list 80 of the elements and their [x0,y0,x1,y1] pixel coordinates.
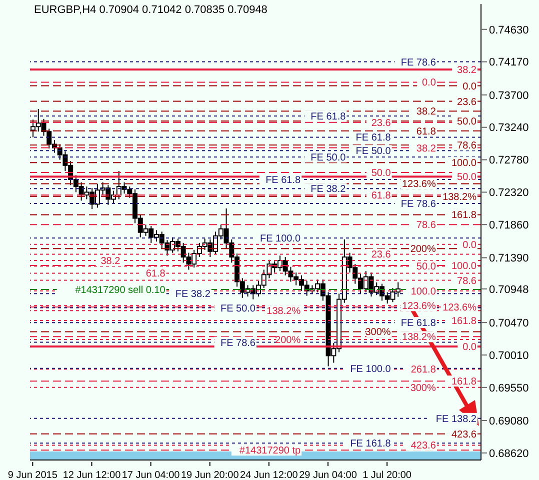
x-tick-label: 24 Jun 12:00 [240,470,298,480]
annotation: 61.8 [416,126,436,138]
y-tick-label: 0.71860 [489,220,529,232]
annotation: 38.2 [457,65,477,76]
annotation: 78.6 [457,276,477,287]
annotation: 161.8 [451,316,477,327]
annotation: 100.0 [410,286,436,298]
y-tick-label: 0.69550 [489,382,529,394]
annotation: FE 78.6 [400,198,436,210]
y-tick-label: 0.71390 [489,252,529,265]
annotation: 50.0 [416,262,436,273]
x-tick-label: 17 Jun 04:00 [122,470,180,480]
annotation: #14317290 sell 0.10 [75,284,166,296]
annotation: 38.2 [416,143,436,154]
annotation: FE 50.0 [220,303,256,314]
y-tick-label: 0.73700 [489,90,529,102]
annotation: FE 78.6 [400,57,436,68]
annotation: 200% [275,334,301,346]
annotation: FE 61.8 [310,112,346,123]
x-tick-label: 19 Jun 20:00 [180,470,240,480]
y-tick-label: 0.70470 [489,317,529,330]
annotation: 123.6% [442,302,477,314]
y-tick-label: 0.74170 [489,56,529,69]
x-tick-label: 12 Jun 12:00 [62,470,122,480]
chart-title: EURGBP,H4 0.70904 0.71042 0.70835 0.70948 [34,4,268,16]
y-tick-label: 0.72320 [489,187,529,200]
annotation: FE 61.8 [400,318,436,330]
annotation: 23.6 [457,96,477,108]
x-tick-label: 29 Jun 04:00 [299,470,358,480]
annotation: FE 38.2 [175,289,211,300]
x-tick-label: 1 Jul 20:00 [362,470,412,480]
y-tick-label: 0.69080 [489,415,529,428]
annotation: 0.0 [462,81,477,92]
annotation: FE 38.2 [310,184,346,196]
annotation: 100.0 [451,158,477,170]
annotation: 100.0 [451,260,477,272]
annotation: FE 78.6 [220,338,256,349]
annotation: 200% [410,244,436,256]
x-tick-label: 9 Jun 2015 [8,470,58,480]
annotation: 61.8 [371,190,392,202]
annotation: 78.6 [457,140,477,152]
annotation: 61.8 [146,268,166,280]
annotation: 138.2% [402,332,436,344]
annotation: 23.6 [371,250,392,261]
annotation: #14317290 tp [239,446,302,457]
y-tick-label: 0.74630 [489,24,529,36]
annotation: FE 61.8 [356,132,392,144]
annotation: 0.0 [462,342,477,354]
annotation: 50.0 [457,116,477,128]
y-tick-label: 0.68620 [489,448,529,460]
annotation: FE 161.8 [350,438,392,450]
annotation: FE 138.2 [436,414,477,425]
y-tick-label: 0.70948 [489,284,529,296]
annotation: 300% [365,327,391,338]
annotation: 423.6 [410,440,436,452]
annotation: 261.8 [410,364,436,376]
annotation: FE 100.0 [260,233,302,244]
annotation: 50.0 [457,172,477,184]
annotation: 161.8 [451,376,477,388]
annotation: 38.2 [416,106,436,118]
annotation: 78.6 [416,220,436,232]
annotation: 300% [410,382,436,394]
annotation: 161.8 [451,210,477,222]
annotation: FE 100.0 [350,364,392,375]
annotation: 23.6 [371,118,392,129]
annotation: 423.6 [451,429,477,440]
annotation: FE 50.0 [356,146,392,158]
annotation: 123.6% [402,301,436,312]
annotation: FE 61.8 [266,174,302,186]
annotation: 38.2 [100,256,121,268]
annotation: FE 50.0 [310,152,346,164]
annotation: 0.0 [462,240,477,251]
annotation: 138.2% [266,306,301,318]
annotation: 50.0 [371,168,392,179]
y-tick-label: 0.72780 [489,154,529,167]
y-tick-label: 0.73240 [489,122,529,134]
annotation: 123.6% [402,179,436,190]
annotation: 138.2% [442,192,477,203]
y-tick-label: 0.70010 [489,350,529,362]
annotation: 0.0 [422,78,436,89]
